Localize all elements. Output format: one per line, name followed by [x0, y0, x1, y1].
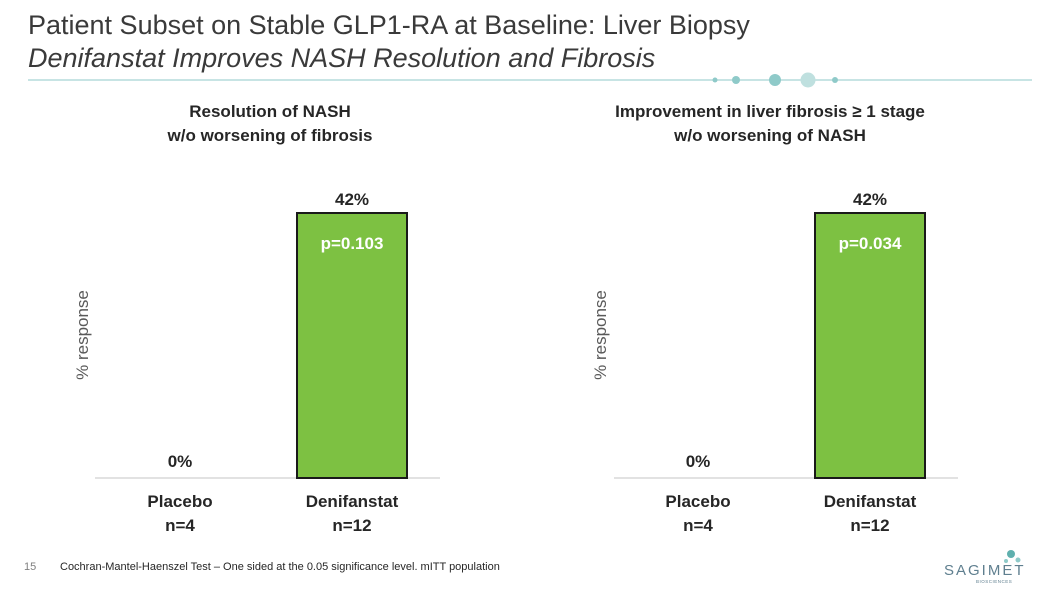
value-label: 0%: [686, 452, 711, 471]
category-n-label: n=4: [165, 516, 195, 535]
logo-dot-icon: [1007, 550, 1015, 558]
chart-title-right: Improvement in liver fibrosis ≥ 1 stage …: [570, 100, 970, 148]
chart-title-line1: Improvement in liver fibrosis ≥ 1 stage: [615, 102, 925, 121]
y-axis-label: % response: [591, 290, 610, 380]
deco-dot-icon: [800, 72, 816, 88]
category-label: Placebo: [665, 492, 730, 511]
category-label: Denifanstat: [824, 492, 917, 511]
y-axis-label: % response: [73, 290, 92, 380]
logo-dot-icon: [1015, 557, 1021, 563]
slide-subtitle: Denifanstat Improves NASH Resolution and…: [28, 43, 656, 73]
chart-title-left: Resolution of NASH w/o worsening of fibr…: [120, 100, 420, 148]
chart-title-line2: w/o worsening of fibrosis: [167, 126, 373, 145]
category-label: Placebo: [147, 492, 212, 511]
category-n-label: n=12: [850, 516, 889, 535]
value-label: 0%: [168, 452, 193, 471]
bar-denifanstat: [296, 212, 408, 479]
sagimet-logo: SAGIMET BIOSCIENCES: [944, 550, 1026, 584]
deco-dot-icon: [769, 74, 781, 86]
deco-dot-icon: [832, 77, 838, 83]
value-label: 42%: [335, 190, 369, 209]
header-divider: [28, 72, 1032, 88]
category-label: Denifanstat: [306, 492, 399, 511]
deco-dot-icon: [712, 77, 718, 83]
category-n-label: n=12: [332, 516, 371, 535]
chart-title-line2: w/o worsening of NASH: [674, 126, 866, 145]
chart-title-line1: Resolution of NASH: [189, 102, 351, 121]
footnote: Cochran-Mantel-Haenszel Test – One sided…: [60, 561, 500, 573]
value-label: 42%: [853, 190, 887, 209]
page-number: 15: [24, 561, 37, 573]
bar-denifanstat: [814, 212, 926, 479]
deco-dot-icon: [732, 76, 740, 84]
logo-name: SAGIMET: [944, 562, 1026, 579]
category-n-label: n=4: [683, 516, 713, 535]
logo-tagline: BIOSCIENCES: [976, 579, 1012, 584]
p-value-label: p=0.034: [839, 234, 902, 253]
p-value-label: p=0.103: [321, 234, 384, 253]
slide-title: Patient Subset on Stable GLP1-RA at Base…: [28, 10, 750, 40]
logo-dot-icon: [1004, 559, 1008, 563]
